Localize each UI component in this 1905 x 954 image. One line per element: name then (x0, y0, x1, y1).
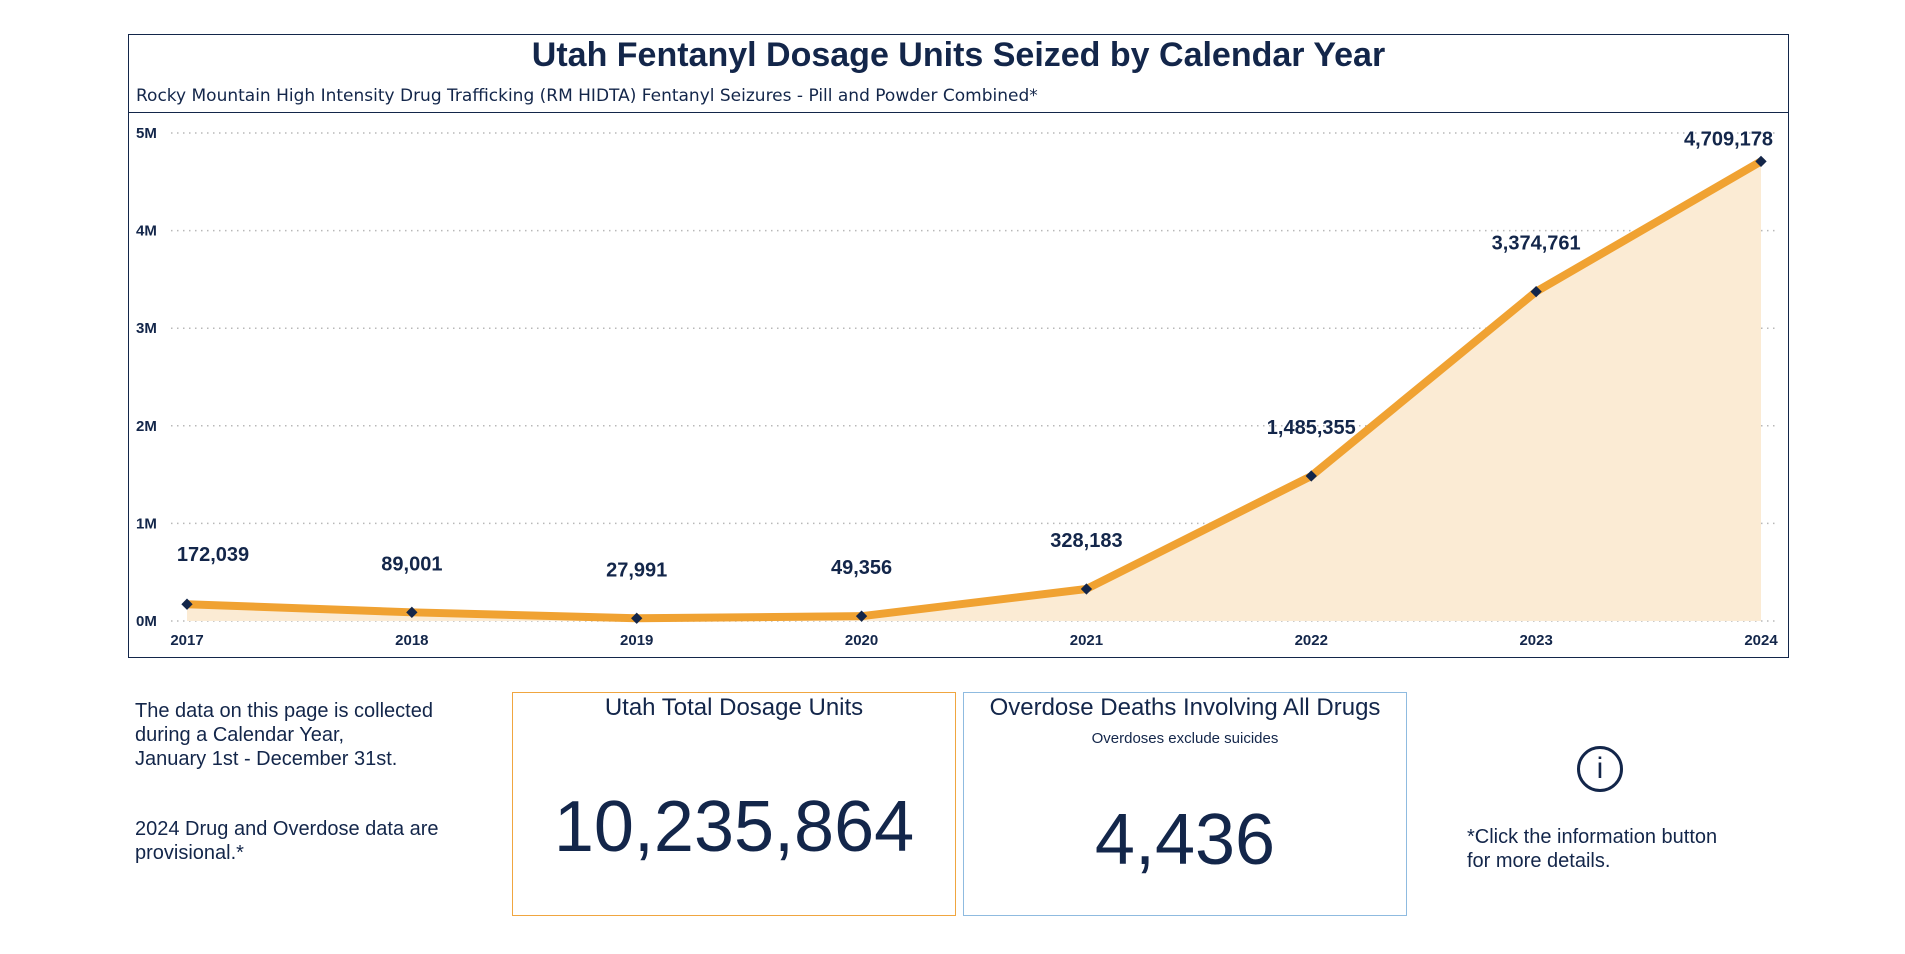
chart-subtitle: Rocky Mountain High Intensity Drug Traff… (136, 86, 1038, 106)
info-icon[interactable]: i (1577, 746, 1623, 792)
data-label: 328,183 (1050, 530, 1122, 552)
y-tick-label: 3M (136, 320, 157, 337)
calendar-note-line: January 1st - December 31st. (135, 748, 398, 770)
x-tick-label: 2020 (845, 632, 878, 649)
total-dosage-card: Utah Total Dosage Units 10,235,864 (512, 692, 956, 916)
total-dosage-value: 10,235,864 (553, 787, 915, 867)
fentanyl-area-chart: 0M 1M 2M 3M 4M 5M 172,039 2017 89,001 2018 27,991 2… (136, 125, 1779, 649)
calendar-note-line: The data on this page is collected (135, 700, 433, 722)
calendar-note-line: during a Calendar Year, (135, 724, 345, 746)
data-point-marker (1305, 470, 1317, 482)
data-label: 3,374,761 (1492, 233, 1581, 255)
series-line (183, 157, 1765, 623)
data-label: 49,356 (831, 557, 892, 579)
overdose-deaths-card: Overdose Deaths Involving All Drugs Over… (963, 692, 1407, 916)
info-note: *Click the information button for more d… (1467, 825, 1717, 873)
provisional-note-line: 2024 Drug and Overdose data are (135, 818, 439, 840)
data-point-marker (855, 610, 868, 622)
data-label: 89,001 (381, 553, 442, 575)
x-tick-label: 2024 (1744, 632, 1778, 649)
info-note-line: for more details. (1467, 850, 1611, 872)
provisional-note: 2024 Drug and Overdose data are provisio… (135, 817, 439, 865)
data-label: 1,485,355 (1267, 417, 1356, 439)
overdose-deaths-value: 4,436 (1094, 800, 1276, 880)
provisional-note-line: provisional.* (135, 842, 244, 864)
x-tick-label: 2019 (620, 632, 653, 649)
x-tick-label: 2018 (395, 632, 428, 649)
calendar-year-note: The data on this page is collected durin… (135, 699, 433, 771)
data-label: 172,039 (177, 544, 249, 566)
y-tick-label: 2M (136, 418, 157, 435)
data-label: 4,709,178 (1684, 128, 1773, 150)
y-tick-label: 4M (136, 223, 157, 240)
chart-panel: Utah Fentanyl Dosage Units Seized by Cal… (128, 34, 1789, 658)
data-point-marker (1755, 155, 1767, 168)
y-tick-label: 5M (136, 125, 157, 142)
y-tick-label: 0M (136, 613, 157, 630)
overdose-deaths-title: Overdose Deaths Involving All Drugs (989, 694, 1381, 721)
data-point-marker (1080, 583, 1093, 595)
total-dosage-title: Utah Total Dosage Units (604, 694, 864, 721)
y-tick-label: 1M (136, 515, 157, 532)
overdose-deaths-subtitle: Overdoses exclude suicides (1091, 730, 1279, 747)
x-tick-label: 2023 (1519, 632, 1552, 649)
area-fill (187, 161, 1761, 621)
chart-header: Utah Fentanyl Dosage Units Seized by Cal… (129, 35, 1788, 113)
x-tick-label: 2022 (1295, 632, 1328, 649)
info-note-line: *Click the information button (1467, 826, 1718, 848)
data-point-marker (1530, 285, 1542, 298)
x-tick-label: 2021 (1070, 632, 1103, 649)
x-tick-label: 2017 (170, 632, 203, 649)
data-point-marker (631, 612, 643, 624)
data-point-marker (406, 606, 418, 618)
data-label: 27,991 (606, 559, 667, 581)
chart-title: Utah Fentanyl Dosage Units Seized by Cal… (531, 36, 1386, 74)
